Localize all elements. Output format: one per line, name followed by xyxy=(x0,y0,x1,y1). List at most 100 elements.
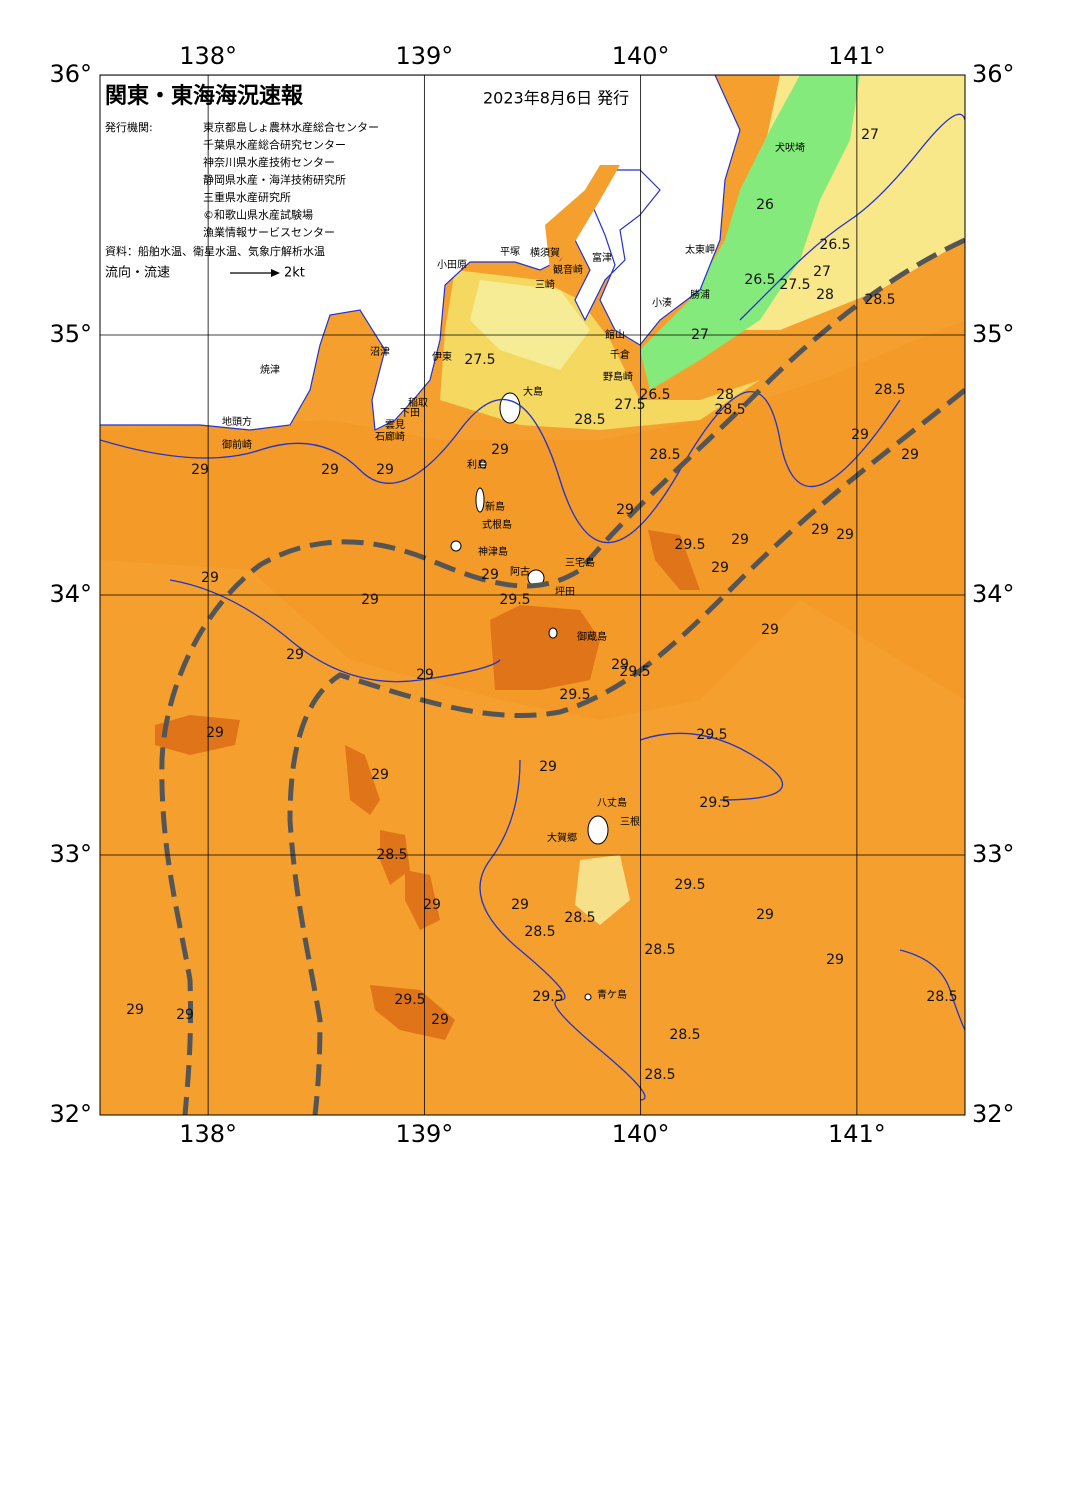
sea-band xyxy=(100,320,965,720)
isotherm-label: 29.5 xyxy=(674,537,705,553)
place-name: 下田 xyxy=(400,408,420,419)
isotherm xyxy=(739,113,965,321)
isotherm-label: 29 xyxy=(756,907,774,923)
island xyxy=(475,487,485,513)
isotherm-label: 29 xyxy=(416,667,434,683)
isotherm-label: 29 xyxy=(511,897,529,913)
island xyxy=(587,815,609,845)
isotherm-label: 29 xyxy=(201,570,219,586)
lon-label: 141° xyxy=(828,42,886,70)
sea-cool xyxy=(575,855,630,925)
isotherm-label: 29 xyxy=(176,1007,194,1023)
issuer-name: 神奈川県水産技術センター xyxy=(203,155,335,169)
issue-date: 2023年8月6日 発行 xyxy=(483,89,629,108)
isotherm-label: 29 xyxy=(423,897,441,913)
isotherm-label: 29.5 xyxy=(619,664,650,680)
place-name: 沼津 xyxy=(370,345,390,358)
isotherm-label: 29 xyxy=(761,622,779,638)
lat-label: 36° xyxy=(49,60,92,88)
isotherm-label: 29 xyxy=(901,447,919,463)
isotherm-label: 28.5 xyxy=(864,292,895,308)
isotherm-label: 29 xyxy=(811,522,829,538)
sea-hot xyxy=(345,745,380,815)
isotherm-label: 28.5 xyxy=(669,1027,700,1043)
lon-label: 138° xyxy=(179,42,237,70)
source-note: 資料：船舶水温、衛星水温、気象庁解析水温 xyxy=(105,244,325,258)
isotherm-label: 29 xyxy=(361,592,379,608)
lat-label: 33° xyxy=(49,840,92,868)
isotherm-label: 29 xyxy=(851,427,869,443)
lat-label: 35° xyxy=(49,320,92,348)
lat-label: 32° xyxy=(49,1100,92,1128)
issuer-name: 東京都島しょ農林水産総合センター xyxy=(203,120,379,134)
isotherm-label: 28.5 xyxy=(644,1067,675,1083)
isotherms xyxy=(100,113,965,1101)
isotherm xyxy=(899,949,965,1031)
isotherm-label: 29 xyxy=(126,1002,144,1018)
isotherm-label: 27.5 xyxy=(779,277,810,293)
sea-hot xyxy=(405,870,440,930)
place-name: 坪田 xyxy=(555,585,575,598)
place-name: 阿古 xyxy=(510,565,530,578)
isotherm-label: 29 xyxy=(836,527,854,543)
sea-hot xyxy=(380,830,410,885)
isotherm-label: 29.5 xyxy=(696,727,727,743)
place-name: 雲見 xyxy=(385,419,405,431)
place-name: 勝浦 xyxy=(690,288,710,301)
land xyxy=(100,75,741,431)
place-name: 横須賀 xyxy=(530,246,560,259)
isotherm-label: 28.5 xyxy=(564,910,595,926)
isotherm-label: 29 xyxy=(321,462,339,478)
isotherm-label: 26.5 xyxy=(819,237,850,253)
isotherm-label: 28.5 xyxy=(376,847,407,863)
isotherm-label: 26 xyxy=(756,197,774,213)
isotherm-label: 29 xyxy=(711,560,729,576)
place-name: 富津 xyxy=(592,251,612,264)
issuer-name: 静岡県水産・海洋技術研究所 xyxy=(203,173,346,187)
place-name: 三崎 xyxy=(535,278,555,291)
issuer-label: 発行機関: xyxy=(105,120,153,134)
lon-label: 138° xyxy=(179,1120,237,1148)
lat-label: 33° xyxy=(972,840,1015,868)
isotherm xyxy=(479,759,646,1101)
isotherm-label: 28.5 xyxy=(649,447,680,463)
place-name: 平塚 xyxy=(500,246,520,258)
sea-hot xyxy=(648,530,700,590)
tokyo-bay xyxy=(545,165,620,270)
isotherm-label: 28.5 xyxy=(874,382,905,398)
issuer-name: 千葉県水産総合研究センター xyxy=(203,138,346,152)
sea-hot xyxy=(370,985,455,1040)
sea-hot xyxy=(155,715,240,755)
place-name: 式根島 xyxy=(482,518,512,531)
legend-unit: 2kt xyxy=(284,266,305,281)
place-name: 焼津 xyxy=(260,364,280,376)
isotherm-label: 27 xyxy=(813,264,831,280)
isotherm-label: 29.5 xyxy=(532,989,563,1005)
title: 関東・東海海況速報 xyxy=(105,83,304,109)
place-name: 御蔵島 xyxy=(577,630,607,643)
place-name: 御前崎 xyxy=(222,438,252,451)
place-name: 稲取 xyxy=(408,397,428,409)
place-name: 神津島 xyxy=(478,545,508,558)
place-name: 観音崎 xyxy=(553,263,583,276)
place-name: 三宅島 xyxy=(565,556,595,569)
place-name: 伊東 xyxy=(432,350,452,363)
legend-label: 流向・流速 xyxy=(105,265,170,281)
isotherm-label: 29 xyxy=(616,502,634,518)
place-name: 三根 xyxy=(620,815,640,828)
isotherm-label: 29.5 xyxy=(499,592,530,608)
isotherm-label: 28.5 xyxy=(714,402,745,418)
lat-label: 34° xyxy=(49,580,92,608)
isotherm-label: 29 xyxy=(826,952,844,968)
sea-cold xyxy=(640,75,860,390)
isotherm-label: 29.5 xyxy=(394,992,425,1008)
isotherm-label: 29 xyxy=(376,462,394,478)
isotherm-label: 29 xyxy=(371,767,389,783)
isotherm xyxy=(639,732,783,801)
island xyxy=(479,459,487,469)
isotherm-label: 29 xyxy=(481,567,499,583)
place-name: 大賀郷 xyxy=(547,831,577,844)
lon-label: 140° xyxy=(612,42,670,70)
lat-label: 34° xyxy=(972,580,1015,608)
isotherm-label: 28.5 xyxy=(926,989,957,1005)
